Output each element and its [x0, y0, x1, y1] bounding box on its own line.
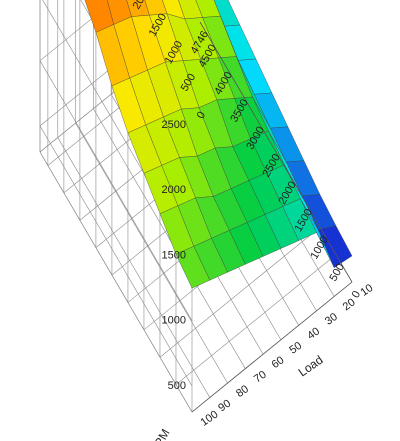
rpm-tick-label: 0 — [350, 289, 363, 300]
rpm-axis-title: RPM — [147, 427, 172, 441]
grid-line — [39, 151, 193, 413]
rpm-tick-label-top: 0 — [195, 110, 208, 121]
load-tick-label: 10 — [359, 282, 376, 299]
load-axis-line — [191, 281, 353, 413]
load-tick-label: 40 — [305, 325, 322, 342]
rpm-tick-label-top: 2000 — [131, 0, 154, 11]
z-tick-label-right: 500 — [208, 0, 226, 2]
load-tick-label: 70 — [252, 369, 269, 386]
z-tick-label-left: 1500 — [162, 249, 186, 261]
z-tick-label-left: 1000 — [162, 315, 186, 327]
z-tick-label-left: 2500 — [162, 119, 186, 131]
grid-line — [57, 137, 211, 398]
z-tick-label-left: 500 — [168, 380, 186, 392]
grid-line — [39, 125, 193, 387]
load-tick-label: 60 — [270, 354, 287, 371]
grid-line — [75, 122, 228, 384]
z-tick-label-left: 2000 — [162, 184, 186, 196]
load-tick-label: 100 — [199, 408, 221, 428]
grid-line — [159, 226, 321, 358]
grid-line — [39, 0, 116, 61]
rpm-axis-line — [199, 21, 353, 283]
load-tick-label: 90 — [216, 398, 233, 415]
grid-line — [175, 254, 337, 385]
load-tick-label: 80 — [234, 383, 251, 400]
load-tick-label: 50 — [287, 340, 304, 357]
grid-line — [93, 108, 246, 369]
surface-cell — [175, 246, 211, 289]
load-axis-title: Load — [296, 353, 326, 380]
load-tick-label: 20 — [341, 296, 358, 313]
load-tick-label: 30 — [323, 311, 340, 328]
